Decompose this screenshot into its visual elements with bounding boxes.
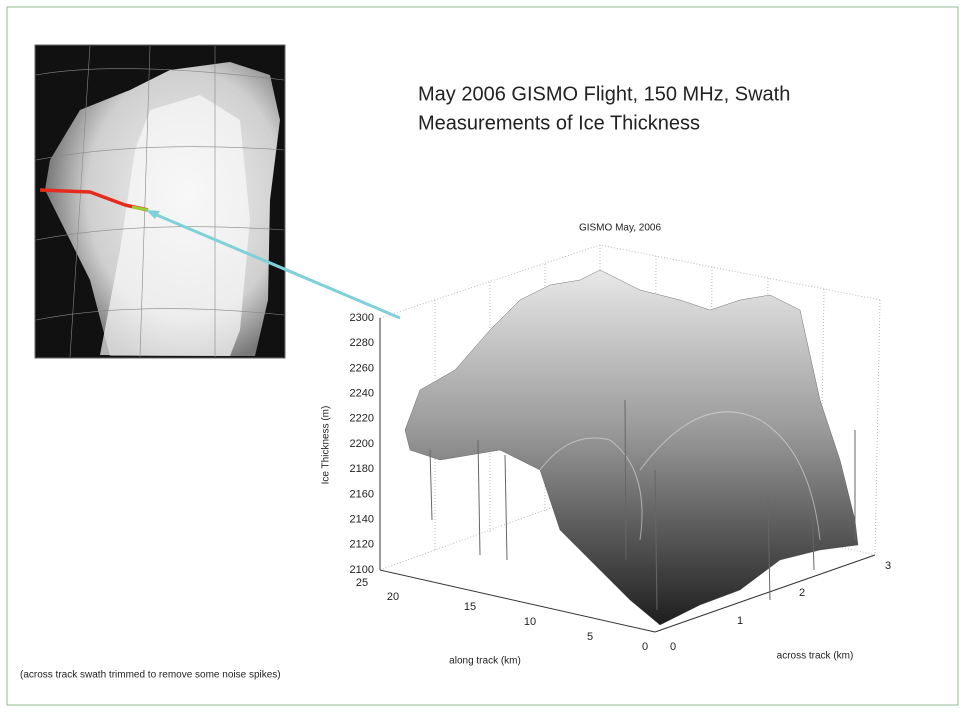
z-tick-label: 2260	[350, 362, 374, 374]
along-axis-label: along track (km)	[449, 656, 521, 667]
along-tick-label: 25	[356, 577, 368, 589]
z-axis-label: Ice Thickness (m)	[321, 406, 332, 485]
z-tick-label: 2180	[350, 463, 374, 475]
z-tick-label: 2240	[350, 388, 374, 400]
along-tick-label: 10	[524, 616, 536, 628]
z-tick-label: 2200	[350, 438, 374, 450]
title-line: Measurements of Ice Thickness	[418, 112, 700, 134]
across-axis-label: across track (km)	[777, 651, 854, 662]
across-tick-label: 0	[670, 641, 676, 653]
z-tick-label: 2120	[350, 539, 374, 551]
along-tick-label: 0	[642, 641, 648, 653]
z-tick-label: 2300	[350, 312, 374, 324]
along-tick-label: 20	[387, 591, 399, 603]
slide: May 2006 GISMO Flight, 150 MHz, Swath Me…	[0, 0, 966, 713]
z-tick-label: 2100	[350, 564, 374, 576]
z-tick-label: 2280	[350, 337, 374, 349]
title-line: May 2006 GISMO Flight, 150 MHz, Swath	[418, 83, 790, 105]
along-tick-label: 15	[464, 601, 476, 613]
along-tick-label: 5	[587, 631, 593, 643]
map	[35, 45, 285, 358]
z-tick-label: 2220	[350, 413, 374, 425]
across-tick-label: 2	[799, 587, 805, 599]
across-tick-label: 3	[885, 560, 891, 572]
caption: (across track swath trimmed to remove so…	[20, 670, 281, 681]
across-tick-label: 1	[737, 615, 743, 627]
plot-title: GISMO May, 2006	[579, 223, 662, 234]
z-tick-label: 2140	[350, 514, 374, 526]
z-tick-label: 2160	[350, 488, 374, 500]
